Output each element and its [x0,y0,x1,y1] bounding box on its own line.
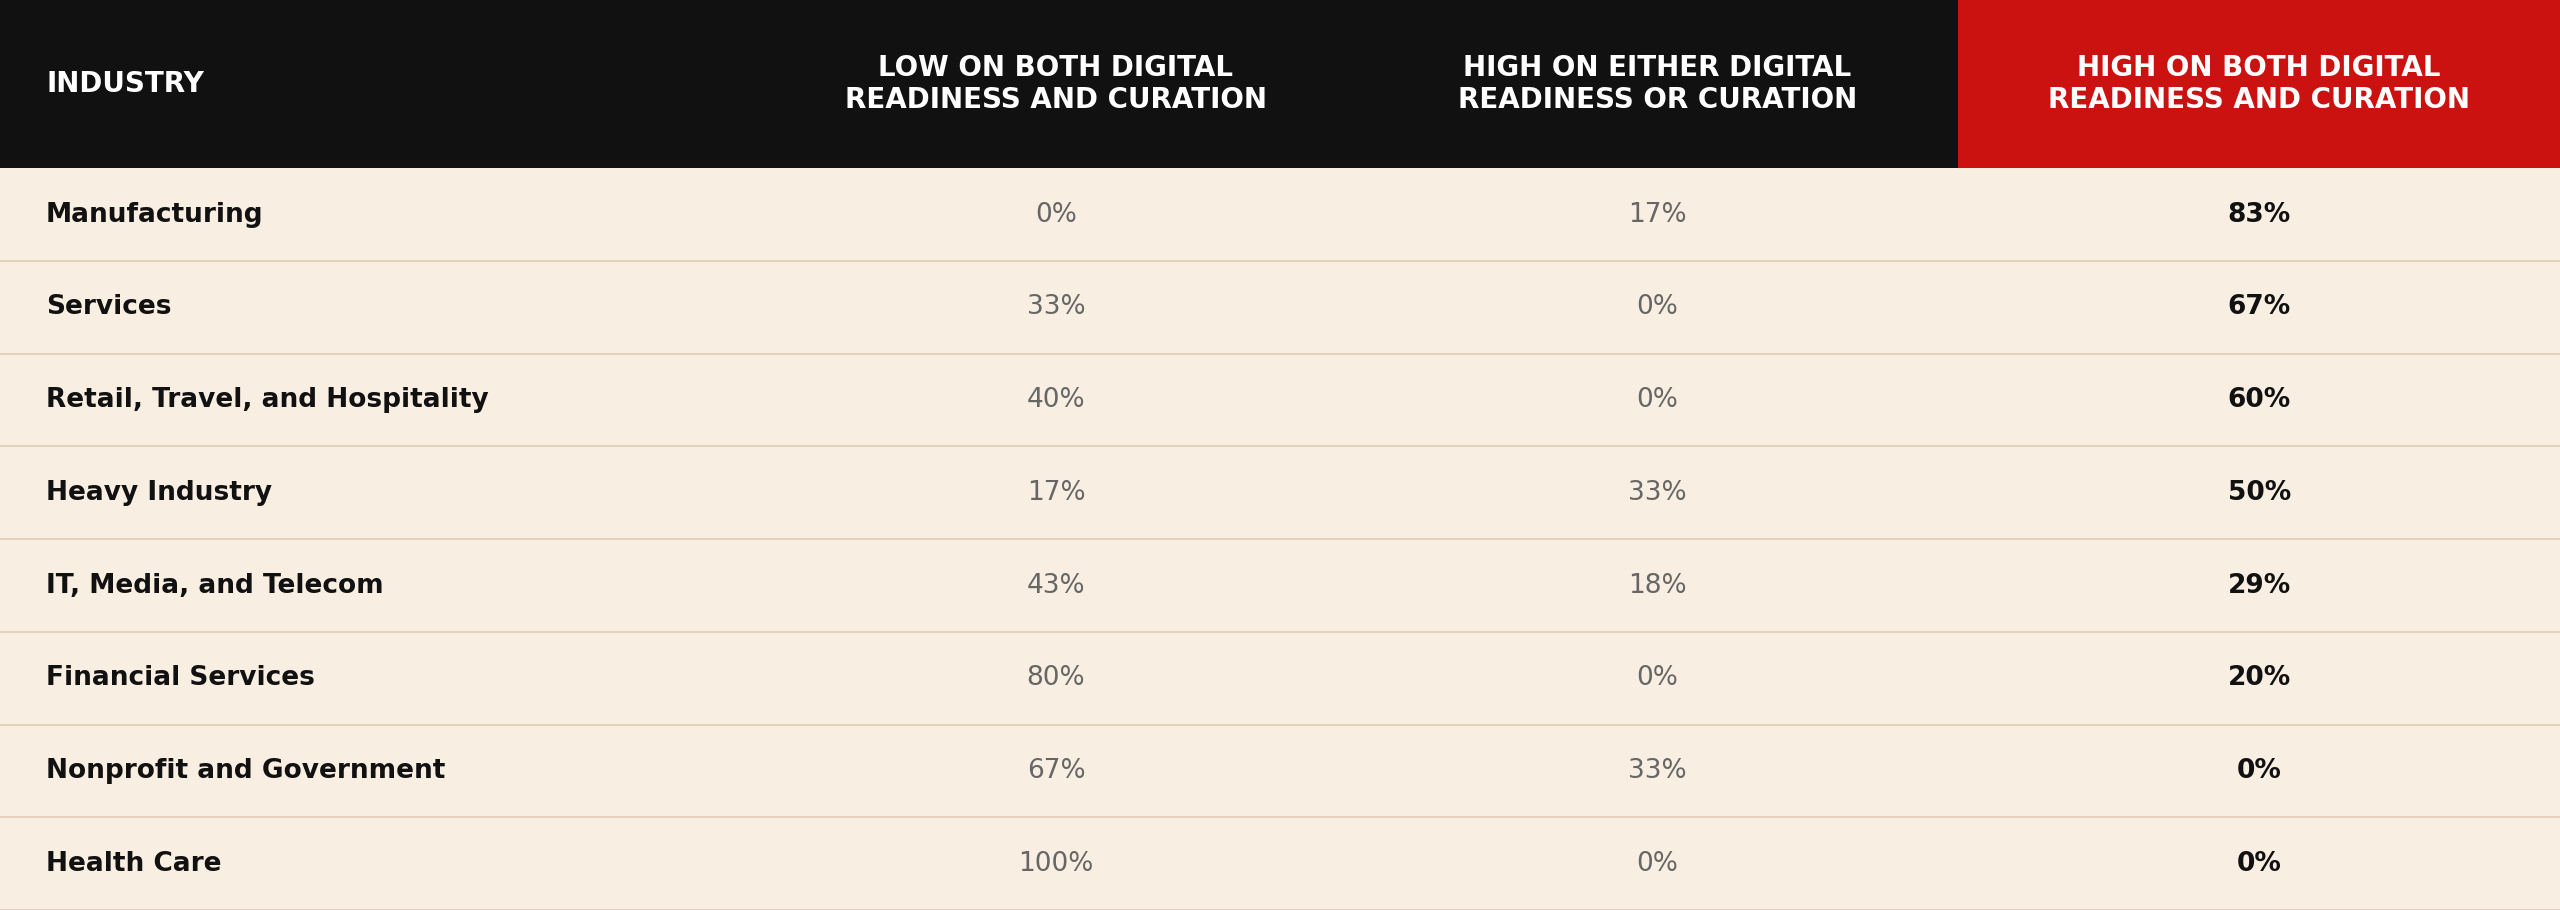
Bar [755,0,1357,168]
Text: 33%: 33% [1027,295,1085,320]
Text: HIGH ON BOTH DIGITAL
READINESS AND CURATION: HIGH ON BOTH DIGITAL READINESS AND CURAT… [2048,54,2470,115]
Text: 33%: 33% [1628,758,1687,784]
Text: 40%: 40% [1027,387,1085,413]
Text: LOW ON BOTH DIGITAL
READINESS AND CURATION: LOW ON BOTH DIGITAL READINESS AND CURATI… [845,54,1267,115]
Bar [0,447,2560,539]
Text: Nonprofit and Government: Nonprofit and Government [46,758,445,784]
Bar [0,724,2560,817]
Bar [0,539,2560,632]
Text: HIGH ON EITHER DIGITAL
READINESS OR CURATION: HIGH ON EITHER DIGITAL READINESS OR CURA… [1459,54,1856,115]
Text: 80%: 80% [1027,665,1085,692]
Text: 67%: 67% [2227,295,2291,320]
Text: 83%: 83% [2227,202,2291,228]
Text: Health Care: Health Care [46,851,223,876]
Text: 67%: 67% [1027,758,1085,784]
Text: Manufacturing: Manufacturing [46,202,264,228]
Bar [0,632,2560,724]
Text: IT, Media, and Telecom: IT, Media, and Telecom [46,572,384,599]
Text: 0%: 0% [1034,202,1078,228]
Text: 0%: 0% [1636,295,1679,320]
Text: 0%: 0% [2237,758,2281,784]
Text: Financial Services: Financial Services [46,665,315,692]
Text: 0%: 0% [1636,665,1679,692]
Text: INDUSTRY: INDUSTRY [46,70,205,98]
Text: 0%: 0% [1636,387,1679,413]
Text: 17%: 17% [1027,480,1085,506]
Bar [0,168,2560,261]
Text: 20%: 20% [2227,665,2291,692]
Text: 29%: 29% [2227,572,2291,599]
Text: 60%: 60% [2227,387,2291,413]
Text: Heavy Industry: Heavy Industry [46,480,271,506]
Text: 0%: 0% [1636,851,1679,876]
Bar [0,817,2560,910]
Text: 0%: 0% [2237,851,2281,876]
Text: 100%: 100% [1019,851,1093,876]
Text: Retail, Travel, and Hospitality: Retail, Travel, and Hospitality [46,387,489,413]
Bar [1357,0,1958,168]
Bar [0,354,2560,447]
Text: Services: Services [46,295,172,320]
Bar [0,261,2560,354]
Text: 17%: 17% [1628,202,1687,228]
Text: 43%: 43% [1027,572,1085,599]
Text: 50%: 50% [2227,480,2291,506]
Text: 18%: 18% [1628,572,1687,599]
Bar [0,0,755,168]
Bar [1958,0,2560,168]
Text: 33%: 33% [1628,480,1687,506]
